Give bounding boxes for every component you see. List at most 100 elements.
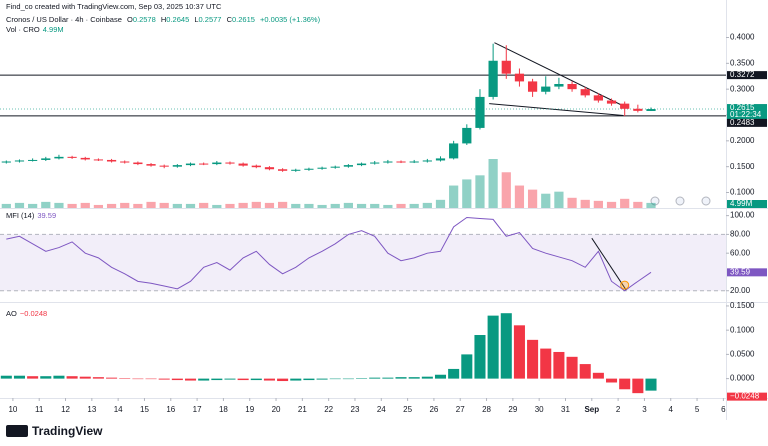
candle-body [567,84,577,90]
candle-body [172,165,182,167]
ao-bar [579,364,591,379]
candle-body [620,103,630,109]
candle-body [199,163,209,165]
trendline [591,237,627,291]
ao-bar [566,356,578,379]
x-tick-label: 28 [482,405,491,414]
ao-bar [119,378,131,379]
candle-body [212,162,222,165]
volume-bar [620,198,630,208]
price-tag [727,268,767,277]
volume-bar [14,202,25,208]
y-tick-label: 100.00 [730,211,755,220]
candle-body [133,162,143,165]
volume-bar [278,201,288,208]
y-tick-label: 0.4000 [730,33,755,42]
candle-body [488,60,498,97]
candle-body [251,165,261,168]
ao-bar [224,378,236,380]
candle-body [541,86,551,92]
candle-body [54,156,64,159]
ao-bar [184,378,197,381]
volume-bar [199,202,209,208]
legend-value: −0.0248 [19,309,48,318]
volume-bar [330,203,340,208]
ao-bar [237,378,249,381]
ohlc-value: 0.2577 [198,15,222,24]
price-tag-label: 0.2615 [730,103,755,112]
volume-bar [593,200,603,208]
ao-bar [369,377,381,379]
candle-body [409,161,419,163]
credit-line: Find_co created with TradingView.com, Se… [6,2,224,11]
candle-body [593,95,603,101]
ao-legend: AO −0.0248 [6,309,50,318]
candle-body [646,109,656,111]
ao-bar [79,376,91,379]
volume-bar [462,179,472,208]
ao-bar [250,378,262,381]
candle-body [475,96,485,128]
candle-body [330,166,340,168]
mfi-band [0,234,726,291]
x-tick-label: 5 [695,405,700,414]
y-tick-label: 0.3500 [730,58,755,67]
price-tag [727,71,767,80]
mfi-line [6,216,652,292]
candle-body [225,162,235,164]
change: +0.0035 (+1.36%) [260,15,321,24]
candle-body [41,158,51,160]
candle-body [435,158,446,161]
candle-body [580,89,590,96]
ao-bar [606,378,618,383]
ohlc-label: H [160,15,167,24]
x-tick-label: 22 [324,405,333,414]
ohlc-value: 0.2615 [231,15,255,24]
x-tick-label: 24 [377,405,386,414]
x-tick-label: 19 [245,405,254,414]
symbol-line: Cronos / US Dollar · 4h · Coinbase O 0.25… [6,15,323,24]
candle-body [93,159,104,161]
ohlc-label: C [226,15,232,24]
ao-bar [356,378,368,379]
ao-bar [474,335,486,379]
ao-bar [145,378,157,380]
y-tick-label: 0.1000 [730,325,755,334]
volume-bar [541,193,551,208]
ao-bar [500,313,512,379]
ao-bar [421,376,433,379]
volume-bar [291,203,301,208]
volume-bar [501,172,511,208]
ohlc-value: 0.2645 [166,15,190,24]
candle-body [606,100,617,104]
candle-body [396,161,406,163]
ao-bar [553,351,565,379]
x-tick-label: 30 [535,405,544,414]
y-tick-label: 0.1500 [730,162,755,171]
price-tag-label: 0.3272 [730,70,755,79]
y-tick-label: 0.0000 [730,374,755,383]
x-tick-label: 31 [561,405,570,414]
symbol: Cronos / US Dollar · 4h · Coinbase [6,15,122,24]
x-tick-label: 18 [219,405,228,414]
candle-body [1,161,11,163]
y-tick-label: 80.00 [730,230,751,239]
candle-body [120,161,130,163]
x-tick-label: 2 [616,405,621,414]
price-tag-label: 4.99M [730,199,753,208]
logo-icon [6,425,28,437]
volume-bar [567,197,577,208]
volume-bar [646,202,656,208]
ohlc-label: O [126,15,133,24]
volume-bar [449,185,459,208]
ao-bar [382,377,394,379]
price-tag-label: −0.0248 [730,392,760,401]
volume-bar [422,202,432,208]
ao-bar [13,375,25,379]
volume-bar [172,203,182,208]
volume-bar [159,202,169,208]
volume-bar [435,199,446,208]
ao-bar [158,378,170,380]
credit: Find_co created with TradingView.com, Se… [6,2,222,11]
brand: TradingView [32,424,103,438]
